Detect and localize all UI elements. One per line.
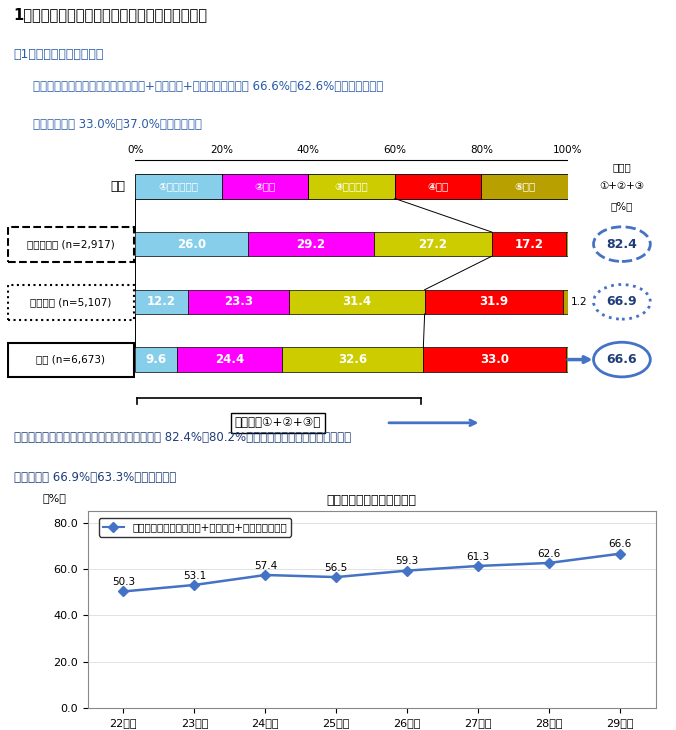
Text: 66.6: 66.6	[606, 353, 637, 366]
FancyBboxPatch shape	[8, 343, 134, 377]
Text: 17.2: 17.2	[514, 238, 544, 250]
Text: 57.4: 57.4	[254, 561, 277, 571]
Text: の不足感が 66.9%（63.3%）であった。: の不足感が 66.9%（63.3%）であった。	[14, 471, 176, 484]
Text: 50.3: 50.3	[112, 577, 135, 588]
Text: （%）: （%）	[610, 201, 633, 211]
Text: ⑤過剤: ⑤過剤	[514, 181, 535, 191]
Text: 66.6: 66.6	[608, 539, 632, 550]
FancyBboxPatch shape	[8, 285, 134, 320]
Bar	[491, 232, 566, 256]
Bar	[308, 174, 395, 199]
Bar	[188, 290, 289, 314]
Text: ④適当: ④適当	[427, 181, 449, 191]
Text: 不足感（①+②+③）: 不足感（①+②+③）	[235, 416, 321, 429]
Text: 80%: 80%	[470, 145, 493, 155]
Text: 1.2: 1.2	[571, 297, 588, 307]
Text: 23.3: 23.3	[224, 296, 253, 308]
Text: 61.3: 61.3	[466, 552, 490, 562]
Text: ③やや不足: ③やや不足	[335, 181, 368, 191]
Text: 66.9: 66.9	[606, 296, 637, 308]
Text: 100%: 100%	[553, 145, 583, 155]
Text: 59.3: 59.3	[395, 556, 419, 566]
Bar	[423, 347, 566, 372]
Text: ①+②+③: ①+②+③	[600, 181, 644, 191]
Text: 全体での不足感（「大いに不足」+「不足」+「やや不足」）は 66.6%（62.6%）であった。ま: 全体での不足感（「大いに不足」+「不足」+「やや不足」）は 66.6%（62.6…	[33, 80, 383, 93]
Bar	[562, 290, 568, 314]
Text: ②不足: ②不足	[254, 181, 276, 191]
Bar	[566, 347, 568, 372]
Text: 53.1: 53.1	[183, 571, 206, 581]
Bar	[135, 290, 188, 314]
Text: 不足感: 不足感	[612, 162, 631, 172]
Bar	[176, 347, 283, 372]
Bar	[481, 174, 568, 199]
Bar	[425, 290, 562, 314]
Bar	[566, 232, 568, 256]
Text: 31.9: 31.9	[479, 296, 508, 308]
Text: 介護職員 (n=5,107): 介護職員 (n=5,107)	[30, 297, 112, 307]
Text: 1　介護サービスに従事する従業員の過不足状況: 1 介護サービスに従事する従業員の過不足状況	[14, 7, 208, 23]
Text: 32.6: 32.6	[338, 353, 367, 366]
Text: 31.4: 31.4	[342, 296, 371, 308]
Text: 訪問介護員 (n=2,917): 訪問介護員 (n=2,917)	[27, 239, 115, 249]
Text: た「適当」は 33.0%（37.0%）であった。: た「適当」は 33.0%（37.0%）であった。	[33, 118, 202, 131]
Bar	[374, 232, 491, 256]
Text: 29.2: 29.2	[296, 238, 325, 250]
Text: 全体 (n=6,673): 全体 (n=6,673)	[37, 355, 105, 364]
Legend: 不足感（「大いに不足」+「不足」+「やや不足」）: 不足感（「大いに不足」+「不足」+「やや不足」）	[99, 518, 291, 537]
Bar	[247, 232, 374, 256]
Text: 20%: 20%	[210, 145, 233, 155]
Text: 60%: 60%	[383, 145, 406, 155]
Text: 職種別で見ると、「訪問介護員」の不足感は 82.4%（80.2%）と最も高く、次いで「介護職員: 職種別で見ると、「訪問介護員」の不足感は 82.4%（80.2%）と最も高く、次…	[14, 431, 351, 444]
Bar	[283, 347, 423, 372]
Bar	[135, 174, 222, 199]
Text: （1）従業員の過不足状況: （1）従業員の過不足状況	[14, 48, 104, 61]
Text: 40%: 40%	[297, 145, 320, 155]
Text: 区分: 区分	[110, 180, 125, 193]
Text: 24.4: 24.4	[215, 353, 244, 366]
Text: 0%: 0%	[127, 145, 143, 155]
Text: 27.2: 27.2	[418, 238, 448, 250]
Bar	[135, 232, 247, 256]
Text: 33.0: 33.0	[480, 353, 509, 366]
Title: 従業員の不足感の経年変化: 従業員の不足感の経年変化	[327, 494, 417, 507]
Bar	[395, 174, 481, 199]
Text: 12.2: 12.2	[147, 296, 176, 308]
FancyBboxPatch shape	[8, 227, 134, 262]
Bar	[222, 174, 308, 199]
Text: 82.4: 82.4	[606, 238, 637, 250]
Bar	[289, 290, 425, 314]
Text: 56.5: 56.5	[324, 563, 348, 573]
Bar	[135, 347, 176, 372]
Text: 62.6: 62.6	[537, 549, 561, 558]
Text: 9.6: 9.6	[145, 353, 166, 366]
Text: ①大いに不足: ①大いに不足	[158, 181, 199, 191]
Text: （%）: （%）	[43, 493, 66, 503]
Text: 26.0: 26.0	[177, 238, 206, 250]
